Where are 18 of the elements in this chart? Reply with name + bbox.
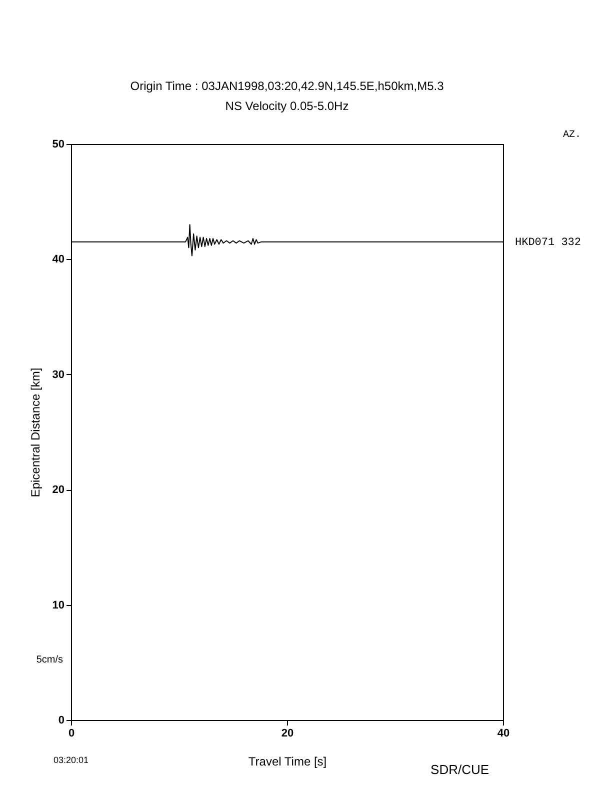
y-tick-label: 30	[52, 368, 64, 381]
y-tick-label: 10	[52, 599, 64, 612]
x-tick-label: 0	[68, 728, 75, 740]
text: 5cm/s	[36, 654, 63, 666]
y-axis-title: Epicentral Distance [km]	[28, 368, 42, 498]
y-tick-label: 20	[52, 484, 64, 496]
series-label: HKD071 332	[515, 236, 582, 249]
y-tick-label: 0	[58, 714, 64, 726]
chart-title: Origin Time : 03JAN1998,03:20,42.9N,145.5E,h50km,M5.3	[130, 79, 444, 93]
y-tick-label: 40	[52, 254, 64, 266]
x-tick-label: 40	[497, 728, 510, 740]
text: SDR/CUE	[430, 762, 490, 777]
x-tick-label: 20	[281, 728, 294, 740]
y-tick-label: 50	[52, 138, 64, 150]
chart-subtitle: NS Velocity 0.05-5.0Hz	[225, 99, 349, 113]
text: AZ.	[563, 130, 582, 141]
text: 03:20:01	[53, 755, 89, 765]
x-axis-title: Travel Time [s]	[248, 754, 327, 768]
